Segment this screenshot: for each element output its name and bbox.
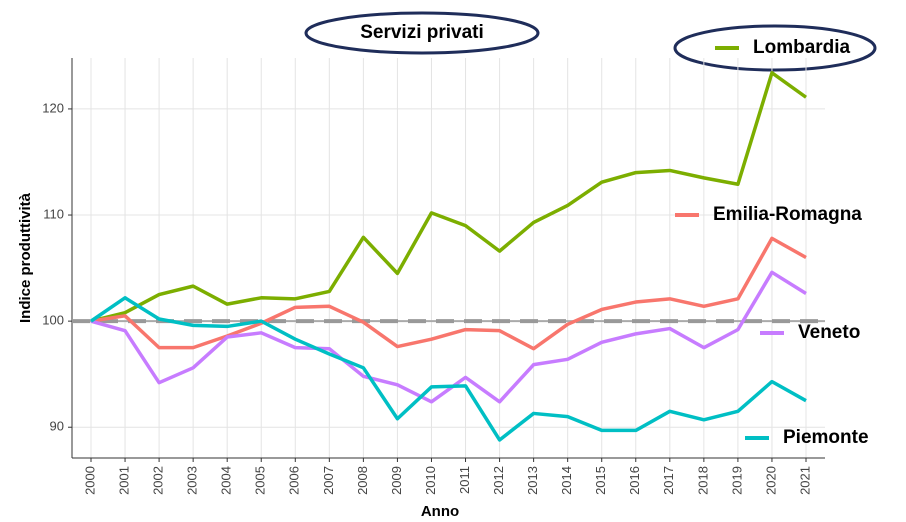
x-tick-label: 2000 [82,466,97,495]
x-tick-label: 2006 [287,466,302,495]
x-tick-label: 2005 [253,466,268,495]
legend-ellipse [673,24,877,72]
y-tick-label: 90 [50,419,64,434]
x-tick-label: 2011 [457,466,472,494]
x-tick-label: 2007 [321,466,336,495]
x-tick-label: 2014 [559,466,574,495]
x-tick-label: 2015 [593,466,608,495]
x-tick-label: 2002 [151,466,166,495]
legend-label: Emilia-Romagna [713,204,862,225]
x-tick-label: 2010 [423,466,438,495]
legend-label: Veneto [798,322,860,343]
x-tick-label: 2004 [219,466,234,495]
series-line [90,296,807,442]
x-tick-label: 2016 [627,466,642,495]
x-tick-label: 2001 [116,466,131,495]
y-axis-label: Indice produttività [17,192,34,323]
x-tick-label: 2009 [389,466,404,495]
x-tick-label: 2008 [355,466,370,495]
x-axis-label: Anno [421,503,459,520]
x-tick-label: 2017 [661,466,676,495]
legend-label: Lombardia [753,37,851,58]
y-tick-label: 110 [43,206,64,221]
y-tick-label: 100 [42,313,64,328]
x-tick-label: 2013 [525,466,540,495]
x-tick-label: 2012 [491,466,506,495]
chart-title: Servizi privati [360,22,484,43]
series-line [90,236,807,351]
series-line [90,71,808,323]
x-tick-label: 2019 [729,466,744,495]
x-tick-label: 2003 [185,466,200,495]
title-ellipse [304,11,540,55]
y-tick-label: 120 [42,100,64,115]
legend-label: Piemonte [783,427,869,448]
x-tick-label: 2021 [797,466,812,495]
x-tick-label: 2018 [695,466,710,495]
x-tick-label: 2020 [763,466,778,495]
series-line [90,270,807,404]
